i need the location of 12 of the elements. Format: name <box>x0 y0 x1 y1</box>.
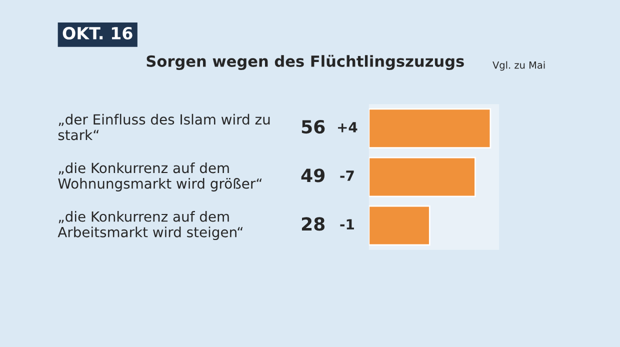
data-label: 49 <box>301 168 325 182</box>
text: OKT. 16 <box>62 26 132 40</box>
text: -7 <box>340 170 354 181</box>
data-label: 56 <box>302 120 325 134</box>
y-tick-label: „die Konkurrenz auf dem Arbeitsmarkt wird steigen“ <box>58 211 243 240</box>
y-tick-label: „die Konkurrenz auf dem Wohnungsmarkt wird größer“ <box>58 162 262 192</box>
text: Vgl. zu Mai <box>492 61 545 71</box>
y-tick-label: „der Einfluss des Islam wird zu stark“ <box>58 114 270 140</box>
chart-title: Sorgen wegen des Flüchtlingszuzugs <box>146 54 464 70</box>
text: +4 <box>338 122 358 132</box>
data-label: 28 <box>302 217 325 231</box>
text: -1 <box>340 219 354 230</box>
